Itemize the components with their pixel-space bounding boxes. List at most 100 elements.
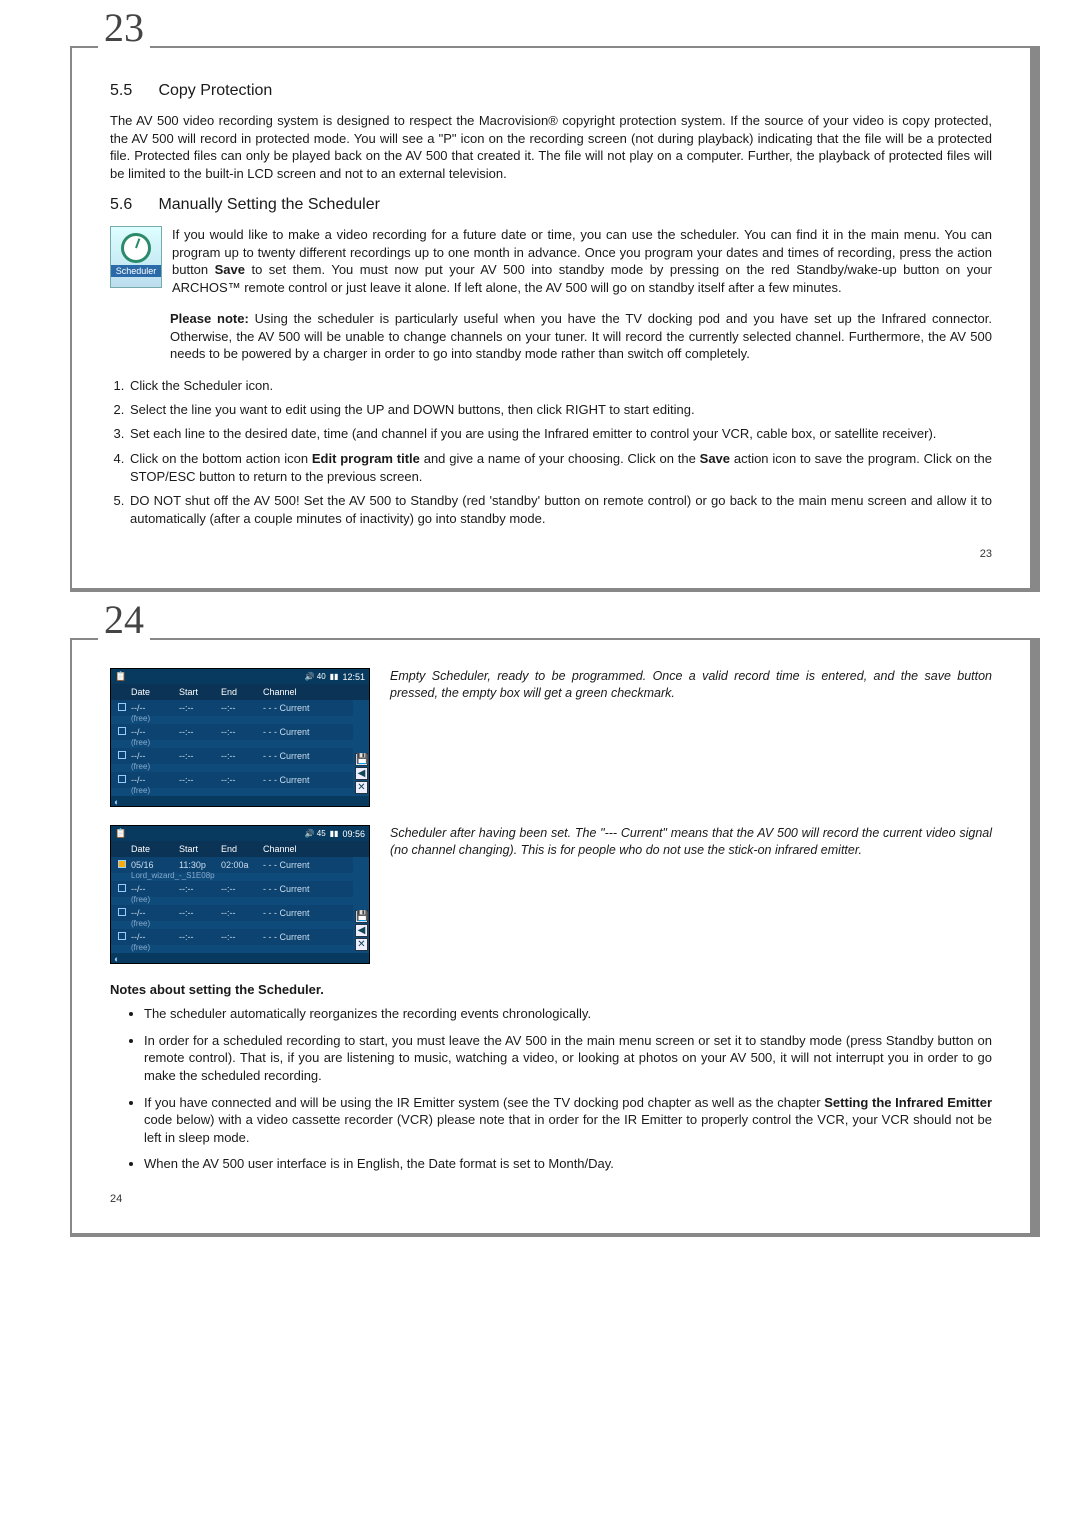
note-item: If you have connected and will be using … <box>144 1094 992 1147</box>
page-number-small: 24 <box>110 1193 992 1205</box>
header-cell: Channel <box>263 844 367 854</box>
row-start: --:-- <box>179 932 221 942</box>
scheduler-header-row: DateStartEndChannel <box>111 684 369 700</box>
row-channel: - - - Current <box>263 727 351 737</box>
scheduler-screenshot-empty: 📋 🔊 40 ▮▮ 12:51 DateStartEndChannel --/-… <box>110 668 370 807</box>
row-checkbox <box>113 775 131 785</box>
section-number: 5.5 <box>110 82 154 100</box>
scheduler-example-2: 📋 🔊 45 ▮▮ 09:56 DateStartEndChannel 05/1… <box>110 825 992 964</box>
volume-indicator: 🔊 40 <box>305 672 326 681</box>
step-item: Set each line to the desired date, time … <box>128 425 992 443</box>
save-icon: 💾 <box>355 910 368 923</box>
header-cell: Date <box>131 844 179 854</box>
row-end: --:-- <box>221 908 263 918</box>
row-checkbox <box>113 703 131 713</box>
row-subtitle: (free) <box>111 714 353 723</box>
header-cell: End <box>221 844 263 854</box>
row-date: 05/16 <box>131 860 179 870</box>
scheduler-bottombar: ◐ <box>111 796 369 806</box>
row-subtitle: Lord_wizard_-_S1E08p <box>111 871 353 880</box>
row-date: --/-- <box>131 884 179 894</box>
row-subtitle: (free) <box>111 895 353 904</box>
header-cell <box>113 687 131 697</box>
section-number: 5.6 <box>110 196 154 214</box>
scheduler-example-1: 📋 🔊 40 ▮▮ 12:51 DateStartEndChannel --/-… <box>110 668 992 807</box>
header-cell: Date <box>131 687 179 697</box>
page-number-small: 23 <box>110 548 992 560</box>
row-subtitle: (free) <box>111 762 353 771</box>
row-date: --/-- <box>131 751 179 761</box>
note-item: The scheduler automatically reorganizes … <box>144 1005 992 1023</box>
row-start: --:-- <box>179 703 221 713</box>
row-end: 02:00a <box>221 860 263 870</box>
step-item: Click on the bottom action icon Edit pro… <box>128 450 992 486</box>
clock-icon <box>121 233 151 263</box>
row-start: --:-- <box>179 884 221 894</box>
header-cell: Channel <box>263 687 367 697</box>
section-title: Copy Protection <box>158 82 272 99</box>
scheduler-screenshot-set: 📋 🔊 45 ▮▮ 09:56 DateStartEndChannel 05/1… <box>110 825 370 964</box>
row-date: --/-- <box>131 908 179 918</box>
scheduler-icon-mini: 📋 <box>115 671 126 682</box>
clock-time: 12:51 <box>342 672 365 682</box>
row-subtitle: (free) <box>111 738 353 747</box>
notes-list: The scheduler automatically reorganizes … <box>144 1005 992 1172</box>
back-icon: ◀ <box>355 924 368 937</box>
note-item: In order for a scheduled recording to st… <box>144 1032 992 1085</box>
row-checkbox <box>113 727 131 737</box>
section-5-6-body-a: If you would like to make a video record… <box>110 226 992 296</box>
scheduler-icon-label: Scheduler <box>111 265 161 277</box>
header-cell: End <box>221 687 263 697</box>
step-item: Select the line you want to edit using t… <box>128 401 992 419</box>
scheduler-icon: Scheduler <box>110 226 162 288</box>
clock-time: 09:56 <box>342 829 365 839</box>
row-start: --:-- <box>179 727 221 737</box>
row-checkbox <box>113 884 131 894</box>
row-checkbox <box>113 908 131 918</box>
close-icon: ✕ <box>355 938 368 951</box>
section-5-6-heading: 5.6 Manually Setting the Scheduler <box>110 196 992 214</box>
row-date: --/-- <box>131 932 179 942</box>
row-date: --/-- <box>131 703 179 713</box>
header-cell: Start <box>179 687 221 697</box>
row-start: --:-- <box>179 751 221 761</box>
row-checkbox <box>113 932 131 942</box>
row-channel: - - - Current <box>263 908 351 918</box>
row-start: --:-- <box>179 908 221 918</box>
battery-icon: ▮▮ <box>330 672 339 681</box>
row-channel: - - - Current <box>263 860 351 870</box>
page-24: 24 📋 🔊 40 ▮▮ 12:51 DateStartEndChannel -… <box>70 638 1040 1236</box>
scheduler-rows: 05/16 11:30p 02:00a - - - Current Lord_w… <box>111 857 369 952</box>
scheduler-steps: Click the Scheduler icon.Select the line… <box>128 377 992 528</box>
row-channel: - - - Current <box>263 703 351 713</box>
scheduler-side-buttons: 💾 ◀ ✕ <box>355 910 368 951</box>
row-start: 11:30p <box>179 860 221 870</box>
volume-indicator: 🔊 45 <box>305 829 326 838</box>
section-title: Manually Setting the Scheduler <box>158 196 379 213</box>
scheduler-bottombar: ◐ <box>111 953 369 963</box>
step-item: DO NOT shut off the AV 500! Set the AV 5… <box>128 492 992 528</box>
row-start: --:-- <box>179 775 221 785</box>
close-icon: ✕ <box>355 781 368 794</box>
scheduler-topbar: 📋 🔊 45 ▮▮ 09:56 <box>111 826 369 841</box>
row-subtitle: (free) <box>111 943 353 952</box>
section-5-5-heading: 5.5 Copy Protection <box>110 82 992 100</box>
row-end: --:-- <box>221 751 263 761</box>
page-23: 23 5.5 Copy Protection The AV 500 video … <box>70 46 1040 592</box>
row-end: --:-- <box>221 775 263 785</box>
row-date: --/-- <box>131 727 179 737</box>
page-number-large: 24 <box>98 596 150 643</box>
scheduler-side-buttons: 💾 ◀ ✕ <box>355 753 368 794</box>
row-channel: - - - Current <box>263 751 351 761</box>
section-5-5-body: The AV 500 video recording system is des… <box>110 112 992 182</box>
scheduler-rows: --/-- --:-- --:-- - - - Current (free) -… <box>111 700 369 795</box>
row-subtitle: (free) <box>111 919 353 928</box>
notes-heading: Notes about setting the Scheduler. <box>110 982 992 997</box>
scheduler-caption-2: Scheduler after having been set. The "--… <box>390 825 992 859</box>
battery-icon: ▮▮ <box>330 829 339 838</box>
row-end: --:-- <box>221 932 263 942</box>
row-channel: - - - Current <box>263 932 351 942</box>
scheduler-caption-1: Empty Scheduler, ready to be programmed.… <box>390 668 992 702</box>
header-cell: Start <box>179 844 221 854</box>
scheduler-icon-mini: 📋 <box>115 828 126 839</box>
